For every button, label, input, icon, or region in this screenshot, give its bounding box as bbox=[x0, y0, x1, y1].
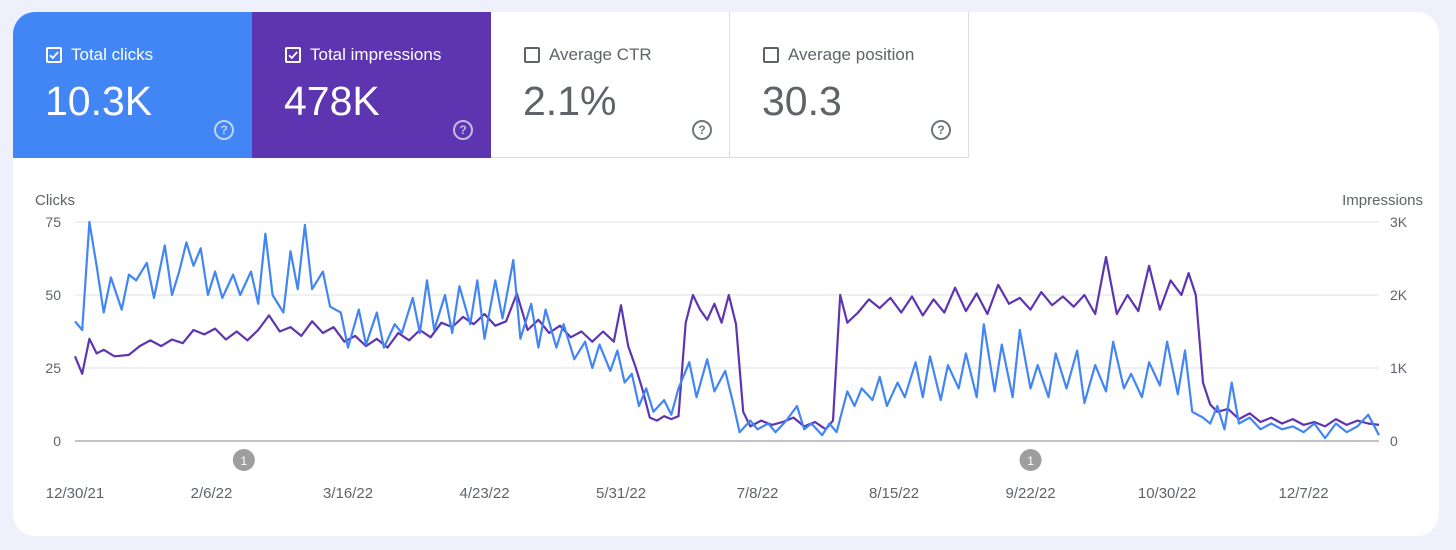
help-icon[interactable]: ? bbox=[453, 120, 473, 140]
checkbox-checked-icon[interactable] bbox=[285, 47, 301, 63]
x-tick-label: 12/30/21 bbox=[46, 485, 104, 502]
x-tick-label: 7/8/22 bbox=[737, 485, 779, 502]
help-icon[interactable]: ? bbox=[692, 120, 712, 140]
y-tick-label-right: 2K bbox=[1390, 287, 1408, 303]
y-tick-label-left: 0 bbox=[53, 433, 61, 449]
metric-cards: Total clicks 10.3K ? Total impressions 4… bbox=[13, 12, 969, 158]
help-icon[interactable]: ? bbox=[214, 120, 234, 140]
y-tick-label-left: 75 bbox=[45, 214, 61, 230]
metric-label: Total clicks bbox=[71, 45, 154, 64]
metric-label: Total impressions bbox=[310, 45, 442, 64]
y-tick-label-left: 50 bbox=[45, 287, 61, 303]
performance-panel: Total clicks 10.3K ? Total impressions 4… bbox=[13, 12, 1439, 536]
series-line-total-impressions bbox=[73, 255, 1380, 431]
x-tick-label: 9/22/22 bbox=[1006, 485, 1056, 502]
metric-card-average-position[interactable]: Average position 30.3 ? bbox=[730, 12, 969, 158]
checkbox-checked-icon[interactable] bbox=[46, 47, 62, 63]
x-tick-label: 8/15/22 bbox=[869, 485, 919, 502]
y-axis-title-left: Clicks bbox=[35, 192, 75, 209]
x-tick-label: 5/31/22 bbox=[596, 485, 646, 502]
x-tick-label: 2/6/22 bbox=[191, 485, 233, 502]
checkbox-unchecked-icon[interactable] bbox=[524, 47, 540, 63]
metric-value: 2.1% bbox=[523, 78, 617, 124]
annotation-label: 1 bbox=[240, 454, 247, 468]
performance-chart: Clicks Impressions 0 25 50 75 0 1K 2K 3K 12/30/21 2… bbox=[35, 192, 1423, 502]
y-axis-title-right: Impressions bbox=[1342, 192, 1423, 209]
metric-value: 478K bbox=[284, 78, 380, 124]
series-line-total-clicks bbox=[74, 220, 1380, 440]
help-icon[interactable]: ? bbox=[931, 120, 951, 140]
y-tick-label-left: 25 bbox=[45, 360, 61, 376]
x-tick-label: 10/30/22 bbox=[1138, 485, 1196, 502]
metric-value: 30.3 bbox=[762, 78, 842, 124]
metric-label: Average CTR bbox=[549, 45, 652, 64]
y-tick-label-right: 1K bbox=[1390, 360, 1408, 376]
y-tick-label-right: 3K bbox=[1390, 214, 1408, 230]
metric-label: Average position bbox=[788, 45, 915, 64]
metric-card-total-clicks[interactable]: Total clicks 10.3K ? bbox=[13, 12, 252, 158]
x-tick-label: 12/7/22 bbox=[1279, 485, 1329, 502]
annotation-marker bbox=[232, 449, 255, 471]
annotation-marker bbox=[1019, 449, 1042, 471]
metric-card-total-impressions[interactable]: Total impressions 478K ? bbox=[252, 12, 491, 158]
x-tick-label: 3/16/22 bbox=[323, 485, 373, 502]
metric-value: 10.3K bbox=[45, 78, 153, 124]
checkbox-unchecked-icon[interactable] bbox=[763, 47, 779, 63]
x-tick-label: 4/23/22 bbox=[459, 485, 509, 502]
annotation-label: 1 bbox=[1027, 454, 1034, 468]
metric-card-average-ctr[interactable]: Average CTR 2.1% ? bbox=[491, 12, 730, 158]
y-tick-label-right: 0 bbox=[1390, 433, 1398, 449]
